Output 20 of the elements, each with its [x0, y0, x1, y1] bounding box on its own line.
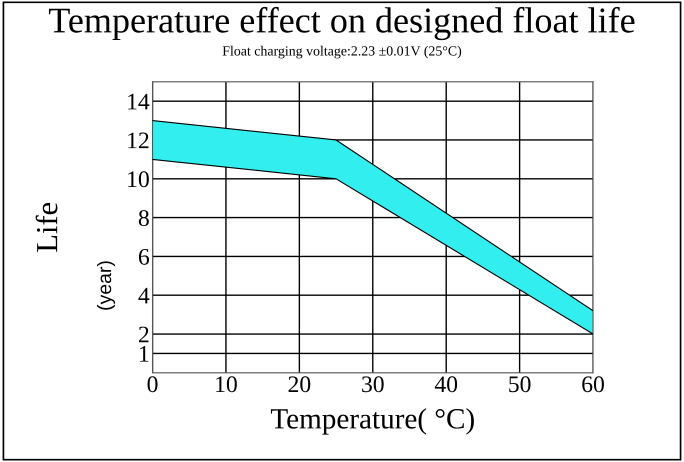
y-axis-title: Life — [36, 202, 58, 252]
chart-title: Temperature effect on designed float life — [48, 6, 634, 40]
x-tick-label: 10 — [216, 376, 237, 392]
y-tick-label: 4 — [138, 288, 150, 304]
y-tick-label: 1 — [140, 346, 148, 362]
y-tick-label: 8 — [138, 210, 149, 226]
y-tick-label: 12 — [128, 132, 148, 148]
y-tick-label: 6 — [138, 248, 150, 265]
y-tick-label: 10 — [128, 171, 149, 188]
x-tick-label: 0 — [148, 376, 158, 392]
chart-subtitle: Float charging voltage:2.23 ±0.01V (25°C) — [222, 46, 462, 58]
x-tick-label: 20 — [288, 376, 310, 392]
x-tick-label: 50 — [509, 376, 531, 392]
x-axis-title: Temperature( °C) — [270, 408, 474, 435]
y-tick-label: 2 — [138, 326, 148, 342]
x-tick-label: 30 — [362, 376, 384, 392]
y-tick-label: 14 — [128, 94, 150, 110]
x-tick-label: 40 — [434, 376, 458, 392]
x-tick-label: 60 — [582, 376, 604, 392]
text: (year) — [96, 261, 116, 310]
